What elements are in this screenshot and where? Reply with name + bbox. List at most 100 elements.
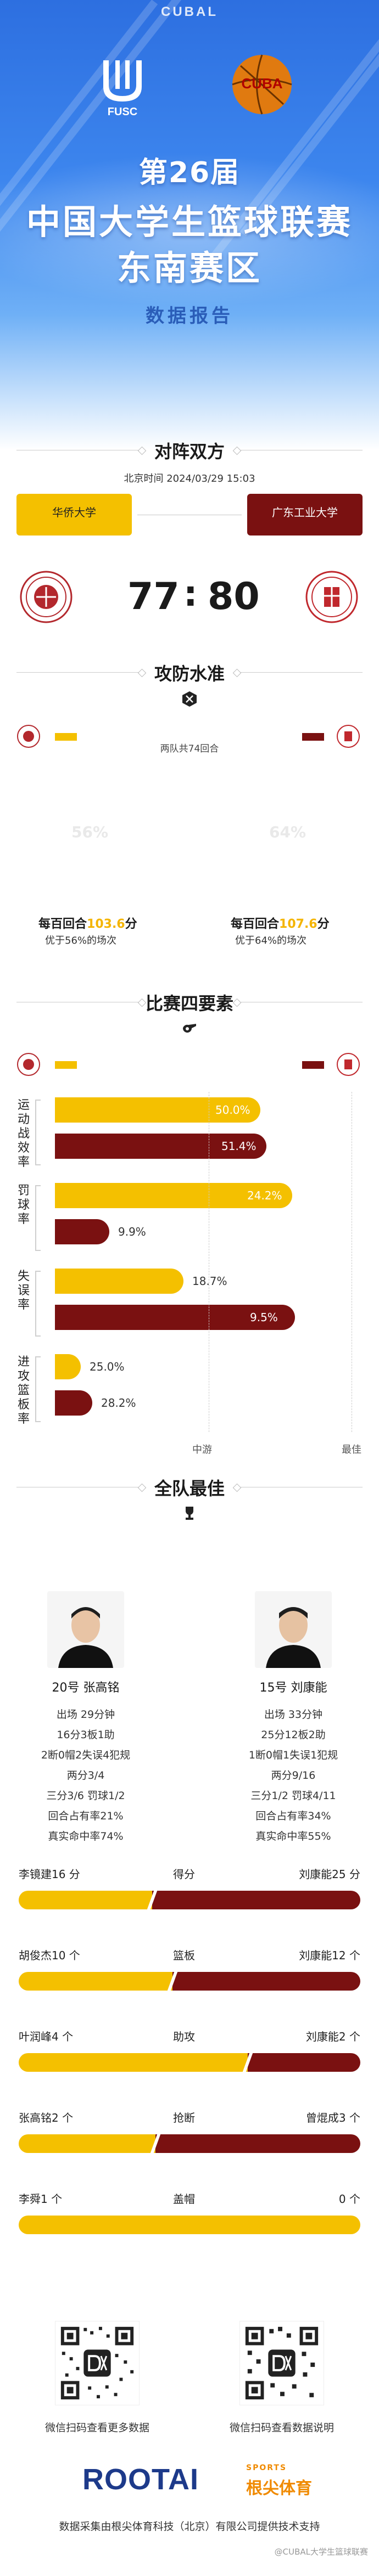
edition-title: 第26届 — [138, 156, 241, 189]
compare-bar — [19, 1972, 360, 1991]
home-player-stat: 三分3/6 罚球1/2 — [46, 1790, 125, 1802]
away-color-bar — [302, 1061, 324, 1069]
home-player-stat: 真实命中率74% — [48, 1830, 124, 1842]
home-factor-bar — [55, 1269, 183, 1294]
home-factor-value: 25.0% — [90, 1360, 125, 1373]
rootai-logo: ROOTAI — [82, 2463, 199, 2496]
home-team-tag: 华侨大学 — [16, 494, 132, 536]
compare-away-player: 0 个 — [338, 2192, 360, 2206]
compare-home-player: 胡俊杰10 个 — [19, 1949, 80, 1962]
home-player-stat: 回合占有率21% — [48, 1810, 124, 1822]
league-title: 中国大学生篮球联赛 — [26, 202, 353, 242]
qr-code-more-data[interactable] — [55, 2321, 140, 2405]
compare-bar — [19, 1891, 360, 1909]
home-factor-value: 18.7% — [192, 1275, 227, 1288]
tech-support-credit: 数据采集由根尖体育科技（北京）有限公司提供技术支持 — [59, 2521, 320, 2533]
home-pct-faded: 56% — [71, 823, 109, 841]
away-player-stat: 回合占有率34% — [255, 1810, 331, 1822]
home-player-stat: 出场 29分钟 — [56, 1709, 115, 1721]
compare-bar — [19, 2216, 360, 2234]
away-team-name: 广东工业大学 — [252, 498, 358, 525]
matchup-title: 对阵双方 — [154, 441, 225, 462]
compare-away-player: 刘康能2 个 — [305, 2030, 360, 2043]
compare-stat-name: 得分 — [173, 1868, 195, 1881]
compare-stat-name: 盖帽 — [173, 2192, 195, 2206]
divider — [236, 672, 363, 673]
away-score: 80 — [208, 575, 260, 618]
away-points-per-100: 每百回合107.6分 — [231, 917, 330, 931]
factor-bracket — [35, 1185, 41, 1251]
away-team-tag: 广东工业大学 — [247, 494, 363, 536]
compare-home-fill — [19, 1972, 172, 1991]
compare-home-fill — [19, 2216, 360, 2234]
compare-away-fill — [248, 2053, 360, 2072]
home-player-photo — [47, 1591, 124, 1668]
cuba-logo: CUBA — [232, 54, 292, 115]
crossed-swords-icon — [182, 691, 197, 707]
away-factor-bar — [55, 1390, 92, 1416]
compare-stat-name: 篮板 — [173, 1949, 195, 1962]
compare-home-player: 叶润峰4 个 — [19, 2030, 74, 2043]
home-factor-bar — [55, 1354, 81, 1379]
watermark: @CUBAL大学生篮球联赛 — [274, 2547, 368, 2557]
factor-label: 进攻篮板率 — [17, 1355, 30, 1426]
away-player-stat: 25分12板2助 — [261, 1729, 326, 1741]
home-team-name: 华侨大学 — [21, 498, 127, 525]
away-factor-value: 28.2% — [101, 1396, 136, 1410]
compare-away-fill — [155, 2134, 360, 2153]
hero-banner: CUBAL FUSC CUBA 第26届 中国大学生篮球联赛 东南赛区 数据报告 — [0, 0, 379, 450]
rootai-sports-label: SPORTS — [246, 2464, 287, 2472]
score-colon: : — [183, 574, 198, 615]
home-factor-value: 24.2% — [247, 1189, 282, 1202]
home-player-stat: 两分3/4 — [66, 1769, 105, 1782]
compare-away-fill — [152, 1891, 360, 1909]
away-ppr-value: 107.6 — [279, 917, 317, 931]
away-player-stat: 出场 33分钟 — [264, 1709, 323, 1721]
home-player-name: 20号 张高铭 — [52, 1681, 120, 1695]
divider — [16, 672, 143, 673]
compare-stat-name: 抢断 — [173, 2111, 195, 2124]
compare-home-fill — [19, 1891, 152, 1909]
compare-stat-name: 助攻 — [173, 2030, 195, 2043]
home-player-stat: 16分3板1助 — [57, 1729, 115, 1741]
home-ppr-sub: 优于56%的场次 — [45, 935, 117, 946]
factor-label: 罚球率 — [17, 1184, 30, 1226]
cubal-brand: CUBAL — [161, 4, 218, 19]
cuba-label: CUBA — [241, 75, 282, 92]
best-players-title: 全队最佳 — [154, 1478, 225, 1499]
trophy-icon — [186, 1507, 193, 1520]
home-mini-logo — [17, 1053, 40, 1076]
axis-mid-label: 中游 — [192, 1444, 212, 1456]
region-title: 东南赛区 — [116, 248, 262, 288]
compare-bar — [19, 2053, 360, 2072]
rounds-label: 两队共74回合 — [160, 743, 219, 754]
home-factor-bar — [55, 1097, 260, 1123]
away-pct-faded: 64% — [269, 823, 306, 841]
away-player-stat: 三分1/2 罚球4/11 — [250, 1790, 336, 1802]
away-mini-logo — [337, 725, 360, 748]
fusc-label: FUSC — [108, 106, 137, 118]
away-factor-value: 9.5% — [250, 1311, 278, 1324]
home-score: 77 — [127, 575, 180, 618]
qr-code-data-explanation[interactable] — [239, 2321, 324, 2405]
compare-home-player: 李镜建16 分 — [19, 1868, 80, 1881]
away-factor-bar — [55, 1305, 295, 1330]
factor-bracket — [35, 1100, 41, 1165]
compare-away-fill — [172, 1972, 360, 1991]
away-factor-value: 9.9% — [118, 1225, 146, 1238]
compare-home-fill — [19, 2134, 155, 2153]
away-color-bar — [302, 733, 324, 741]
compare-away-player: 曾焜成3 个 — [305, 2111, 360, 2124]
away-player-stat: 真实命中率55% — [255, 1830, 331, 1842]
offense-defense-title: 攻防水准 — [154, 663, 225, 684]
factor-label: 运动战效率 — [17, 1098, 30, 1169]
home-factor-value: 50.0% — [215, 1103, 250, 1117]
away-factor-value: 51.4% — [221, 1140, 257, 1153]
compare-away-player: 刘康能12 个 — [299, 1949, 360, 1962]
away-factor-bar — [55, 1134, 266, 1159]
home-player-stat: 2断0帽2失误4犯规 — [41, 1749, 131, 1761]
compare-home-fill — [19, 2053, 248, 2072]
fusc-logo: FUSC — [103, 60, 142, 118]
away-ppr-sub: 优于64%的场次 — [235, 935, 307, 946]
